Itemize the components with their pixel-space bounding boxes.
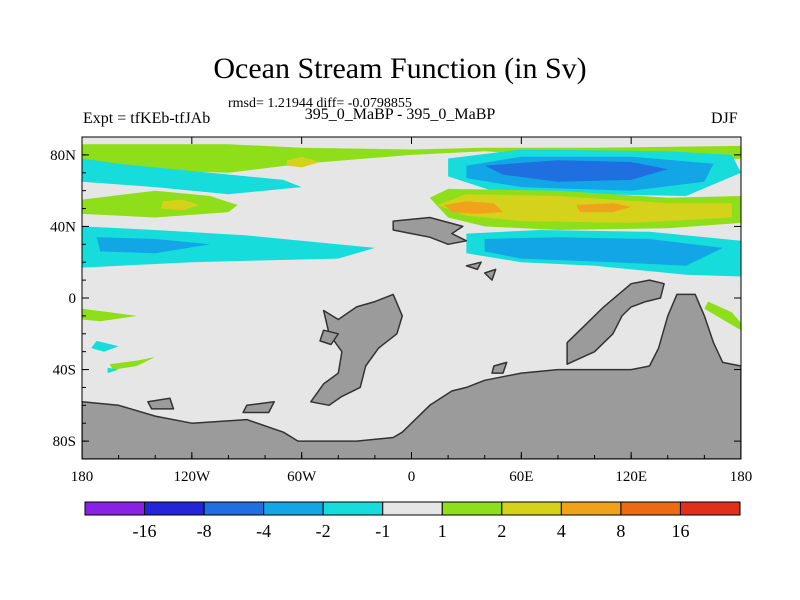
contour-region [82,158,302,195]
colorbar-label: -8 [197,521,212,541]
contour-region [82,308,137,322]
colorbar-swatch [144,501,205,516]
colorbar-swatch [560,501,622,516]
y-tick-label: 40N [50,219,76,235]
contour-region [576,203,632,213]
colorbar-swatch [84,501,146,516]
y-tick-label: 80N [50,148,76,164]
contour-region [444,201,503,214]
colorbar-label: 4 [557,521,566,541]
colorbar-swatch [203,501,265,516]
colorbar-swatch [679,501,741,516]
colorbar-label: -16 [133,521,157,541]
colorbar-label: -1 [375,521,390,541]
land-south-america [310,293,404,407]
plot-area [82,137,741,459]
land-islands-2 [483,268,497,281]
colorbar-label: 8 [616,521,625,541]
period-label: 395_0_MaBP - 395_0_MaBP [304,106,496,123]
chart-title: Ocean Stream Function (in Sv) [213,52,587,85]
contour-region [109,357,156,370]
land-islands-4 [242,401,275,414]
land-africa-asia [566,279,665,365]
experiment-label: Expt = tfKEb-tfJAb [83,110,211,127]
colorbar-label: 1 [438,521,447,541]
colorbar-swatch [620,501,681,516]
contour-region [82,190,238,218]
land-north-land [392,216,468,246]
y-tick-label: 40S [53,363,76,379]
colorbar-label: -4 [256,521,271,541]
contour-region [484,160,668,182]
x-tick-label: 60E [509,469,533,485]
contour-region [96,237,211,254]
land-small-west [319,329,340,346]
contour-region [82,226,375,268]
season-label: DJF [711,110,738,127]
x-tick-label: 60W [287,469,317,485]
contour-region [704,301,741,331]
land-islands-5 [491,361,508,374]
y-tick-label: 0 [69,291,77,307]
x-tick-label: 120W [173,469,211,485]
contour-region [484,237,723,266]
x-tick-label: 180 [71,469,94,485]
colorbar-label: 2 [497,521,506,541]
y-tick-label: 80S [53,434,76,450]
colorbar-label: 16 [671,521,689,541]
contour-region [91,340,119,352]
stats-line: rmsd= 1.21944 diff= -0.0798855 [228,96,412,111]
x-tick-label: 120E [615,469,647,485]
land-islands-3 [147,397,175,410]
colorbar-swatch [263,501,324,516]
colorbar-swatch [441,501,503,516]
contour-region [287,156,320,168]
contour-region [160,199,200,211]
contour-region [107,367,119,374]
colorbar-swatch [501,501,562,516]
x-tick-label: 0 [408,469,416,485]
colorbar-swatch [382,501,443,516]
land-southern [82,293,741,459]
x-tick-label: 180 [730,469,753,485]
land-islands-1 [465,261,482,271]
colorbar-label: -2 [316,521,331,541]
colorbar-swatch [322,501,384,516]
